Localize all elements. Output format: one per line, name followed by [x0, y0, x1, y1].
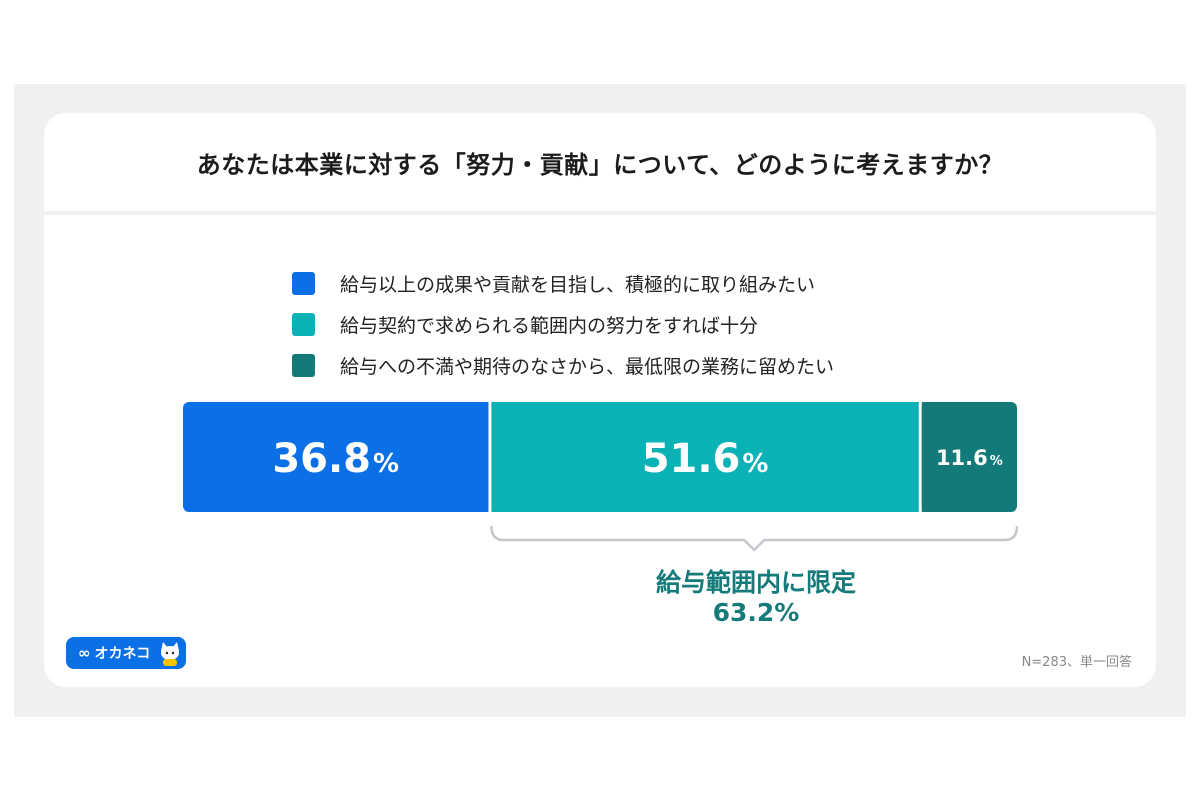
legend: 給与以上の成果や貢献を目指し、積極的に取り組みたい 給与契約で求められる範囲内の… [292, 263, 992, 386]
bar-segment-corner [921, 402, 928, 512]
legend-label: 給与以上の成果や貢献を目指し、積極的に取り組みたい [340, 274, 816, 296]
legend-swatch [292, 354, 315, 377]
bar-segment [921, 402, 1017, 512]
legend-swatch [292, 313, 315, 336]
bar-segment [491, 402, 919, 512]
legend-label: 給与への不満や期待のなさから、最低限の業務に留めたい [340, 356, 835, 378]
bar-value-label: 36.8% [272, 436, 399, 482]
legend-item: 給与契約で求められる範囲内の努力をすれば十分 [292, 304, 992, 345]
brand-name: オカネコ [94, 646, 151, 662]
bar-segment [183, 402, 489, 512]
cat-mascot-icon [161, 642, 179, 666]
bracket-line [490, 525, 1019, 552]
brand-logo: ∞ オカネコ [66, 637, 186, 669]
chart-title: あなたは本業に対する「努力・貢献」について、どのように考えますか？ [196, 150, 1004, 179]
title-divider [44, 211, 1156, 215]
chart-card: あなたは本業に対する「努力・貢献」について、どのように考えますか？ 給与以上の成… [44, 113, 1156, 687]
bar-value-label: 51.6% [642, 436, 769, 482]
bracket-annotation-value: 63.2% [712, 598, 800, 627]
infinity-icon: ∞ [78, 644, 91, 662]
legend-item: 給与以上の成果や貢献を目指し、積極的に取り組みたい [292, 263, 992, 304]
stacked-bar-chart: 36.8% 51.6% 11.6% [183, 402, 1019, 552]
sample-note: N=283、単一回答 [1021, 655, 1132, 670]
legend-label: 給与契約で求められる範囲内の努力をすれば十分 [340, 315, 759, 337]
legend-swatch [292, 272, 315, 295]
bracket-annotation-label: 給与範囲内に限定 [655, 568, 856, 597]
legend-item: 給与への不満や期待のなさから、最低限の業務に留めたい [292, 345, 992, 386]
bar-segment-corner [482, 402, 489, 512]
bar-value-label: 11.6% [936, 446, 1003, 470]
bracket-annotation: 給与範囲内に限定 63.2% [586, 568, 926, 628]
